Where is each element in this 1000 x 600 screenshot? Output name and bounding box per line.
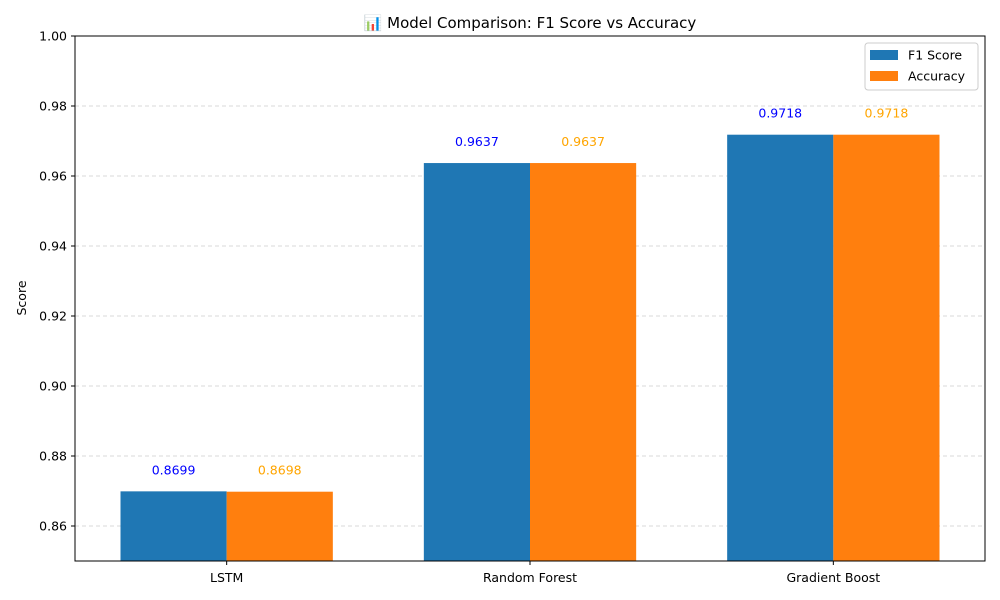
data-labels-group: 0.8699 0.8698 0.9637 0.9637 0.9718 0.9718 [152,106,909,478]
bars-group [120,134,940,562]
data-label: 0.8698 [258,463,302,478]
data-label: 0.9637 [561,134,605,149]
data-label: 0.9718 [758,106,802,121]
y-tick-label: 0.90 [39,379,67,394]
chart-title: 📊 Model Comparison: F1 Score vs Accuracy [364,14,697,32]
legend-swatch [870,50,898,60]
y-tick-label: 0.92 [39,309,67,324]
y-tick-label: 0.96 [39,169,67,184]
y-tick-label: 0.86 [39,519,67,534]
x-tick-label: Random Forest [483,570,577,585]
y-tick-label: 1.00 [39,29,67,44]
x-tick-label: LSTM [210,570,243,585]
data-label: 0.9637 [455,134,499,149]
y-axis-label: Score [14,280,29,315]
legend-label: F1 Score [908,48,962,63]
y-tick-label: 0.98 [39,99,67,114]
bar [530,163,637,562]
y-tick-label: 0.94 [39,239,67,254]
legend: F1 Score Accuracy [864,42,979,91]
legend-label: Accuracy [908,69,966,84]
legend-swatch [870,71,898,81]
x-axis-ticks: LSTM Random Forest Gradient Boost [210,561,880,585]
data-label: 0.8699 [152,462,196,477]
bar [423,163,530,562]
bar [120,491,227,561]
bar [226,491,333,561]
x-tick-label: Gradient Boost [786,570,880,585]
y-axis-ticks: 0.86 0.88 0.90 0.92 0.94 0.96 0.98 1.00 [39,29,75,534]
bar [727,134,834,561]
y-tick-label: 0.88 [39,449,67,464]
bar [833,134,940,561]
data-label: 0.9718 [865,106,909,121]
